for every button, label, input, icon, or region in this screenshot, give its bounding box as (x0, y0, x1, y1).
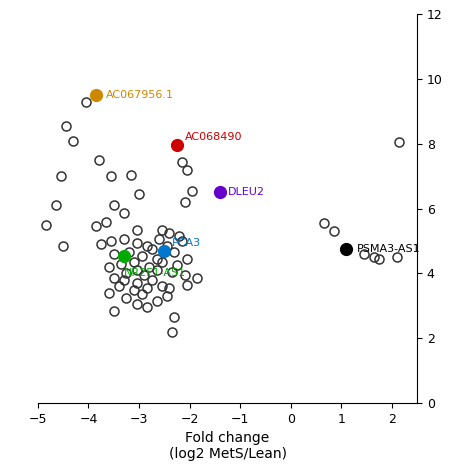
Text: PSMA3-AS1: PSMA3-AS1 (356, 244, 420, 254)
Text: PCA3: PCA3 (172, 237, 201, 247)
Text: NR2F1-AS1: NR2F1-AS1 (124, 268, 186, 278)
Text: AC068490: AC068490 (184, 132, 242, 142)
Text: DLEU2: DLEU2 (228, 187, 264, 197)
Text: AC067956.1: AC067956.1 (106, 90, 174, 100)
X-axis label: Fold change
(log2 MetS/Lean): Fold change (log2 MetS/Lean) (169, 431, 286, 461)
